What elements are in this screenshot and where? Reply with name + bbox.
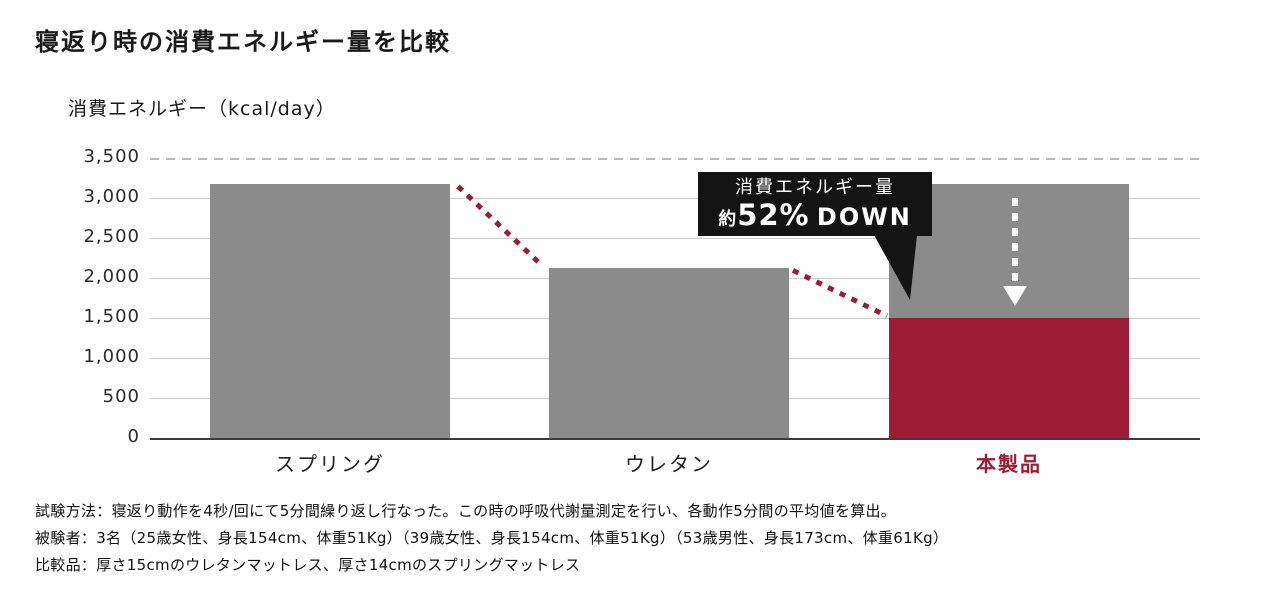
y-tick-label-2500: 2,500 [83,226,140,247]
gridline-0 [150,438,1200,440]
y-tick-label-0: 0 [127,426,140,447]
y-tick-label-500: 500 [102,386,140,407]
annotation-prefix: 約 [718,209,738,230]
gridline-3000 [150,198,1200,199]
annotation-callout: 消費エネルギー量 約52% DOWN [698,172,932,236]
y-tick-label-3500: 3,500 [83,146,140,167]
y-tick-label-3000: 3,000 [83,186,140,207]
footnote-comparison: 比較品：厚さ15cmのウレタンマットレス、厚さ14cmのスプリングマットレス [35,556,581,574]
y-tick-label-1500: 1,500 [83,306,140,327]
chart-title: 寝返り時の消費エネルギー量を比較 [35,28,451,56]
y-axis-label: 消費エネルギー（kcal/day） [68,98,336,120]
gridline-2500 [150,238,1200,239]
bar-highlight [889,318,1129,438]
annotation-suffix: DOWN [816,203,912,231]
footnote-subjects: 被験者：3名（25歳女性、身長154cm、体重51Kg）（39歳女性、身長154… [35,529,949,547]
category-label-1: ウレタン [625,452,713,476]
y-tick-label-1000: 1,000 [83,346,140,367]
annotation-line2: 約52% DOWN [718,200,912,235]
category-label-0: スプリング [275,452,385,476]
bar-1 [549,268,789,438]
annotation-line1: 消費エネルギー量 [735,177,895,198]
footnote-method: 試験方法：寝返り動作を4秒/回にて5分間繰り返し行なった。この時の呼吸代謝量測定… [35,502,897,520]
gridline-3500 [150,158,1200,160]
category-label-2: 本製品 [976,452,1042,476]
y-tick-label-2000: 2,000 [83,266,140,287]
footnotes: 試験方法：寝返り動作を4秒/回にて5分間繰り返し行なった。この時の呼吸代謝量測定… [35,498,948,579]
bar-0 [210,184,450,438]
annotation-value: 52% [737,198,810,232]
